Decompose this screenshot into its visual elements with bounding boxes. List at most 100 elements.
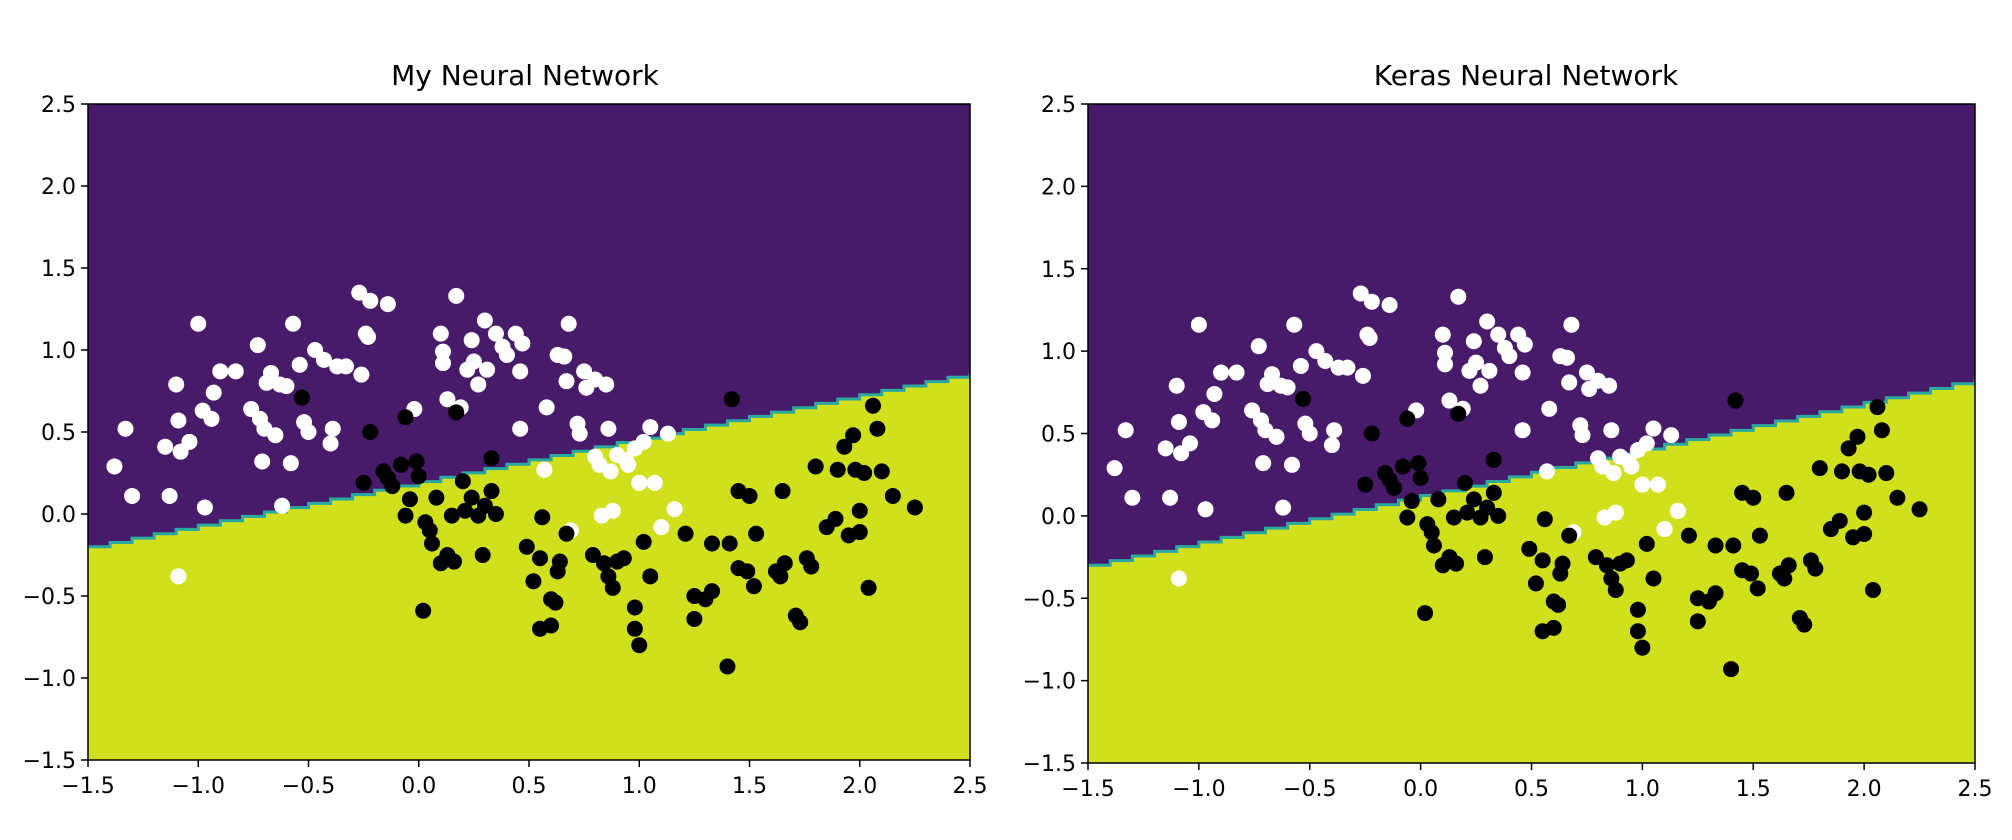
scatter-point [205,384,222,401]
scatter-point [1680,527,1697,544]
x-tick-label: 1.0 [622,774,657,799]
scatter-point [384,478,401,495]
scatter-point [518,538,535,555]
scatter-point [1323,437,1340,454]
scatter-point [1521,540,1538,557]
scatter-point [642,568,659,585]
scatter-point [181,433,198,450]
scatter-point [483,483,500,500]
scatter-point [1326,422,1343,439]
scatter-point [415,602,432,619]
scatter-point [1357,476,1374,493]
scatter-point [1725,537,1742,554]
scatter-point [408,453,425,470]
scatter-point [1168,377,1185,394]
scatter-point [1317,353,1334,370]
scatter-point [463,332,480,349]
scatter-point [856,465,873,481]
scatter-point [1554,555,1571,572]
scatter-point [836,438,853,455]
scatter-point [355,474,372,491]
y-tick-label: 0.0 [41,503,76,528]
y-tick-label: 1.5 [41,257,76,282]
y-tick-label: 0.5 [41,421,76,446]
scatter-point [487,325,504,342]
scatter-point [1399,509,1416,526]
scatter-point [282,455,299,472]
scatter-point [1727,392,1744,409]
scatter-point [1456,474,1473,491]
scatter-point [1539,463,1556,480]
scatter-point [293,389,310,406]
subplot-right: Keras Neural Network −1.5 −1.0 −0.5 0.0 0.5 1… [1023,59,1993,802]
scatter-point [1833,463,1850,480]
x-tick-label: 1.5 [732,774,767,799]
scatter-point [525,573,542,590]
scatter-point [1255,455,1272,472]
scatter-point [851,524,868,541]
scatter-point [723,391,740,408]
scatter-point [1476,549,1493,566]
x-tick-label: 0.5 [1514,777,1549,802]
scatter-point [249,337,266,354]
scatter-point [487,506,504,522]
scatter-point [741,487,758,504]
scatter-point [1264,366,1281,383]
scatter-point [470,376,487,393]
scatter-point [1268,428,1285,445]
scatter-point [600,420,617,437]
y-tick-label: 2.5 [41,93,76,118]
y-tick-label: −1.0 [1023,670,1076,695]
scatter-point [362,292,379,309]
scatter-point [543,617,560,634]
scatter-point [362,424,379,440]
scatter-point [1448,555,1465,572]
scatter-point [1707,585,1724,602]
scatter-point [1363,293,1380,310]
scatter-point [1170,413,1187,430]
scatter-point [1811,460,1828,477]
scatter-point [124,487,141,504]
y-tick-label: 2.0 [1041,175,1076,200]
scatter-point [1840,440,1857,457]
scatter-point [1689,613,1706,630]
scatter-point [845,427,862,444]
scatter-point [1117,422,1134,439]
scatter-point [704,535,721,552]
scatter-point [1284,456,1301,473]
scatter-point [604,502,621,519]
scatter-point [626,620,643,637]
scatter-point [161,487,178,504]
scatter-point [1574,427,1591,444]
scatter-point [1124,489,1141,506]
scatter-point [1663,427,1680,444]
scatter-point [1649,476,1666,493]
scatter-point [428,489,445,506]
scatter-point [598,376,615,393]
scatter-point [1228,364,1245,381]
y-tick-label: −1.5 [1023,752,1076,777]
scatter-point [1751,527,1768,544]
scatter-point [1545,619,1562,636]
scatter-point [1831,512,1848,529]
scatter-point [274,497,291,514]
scatter-point [704,583,721,600]
scatter-point [1361,329,1378,346]
scatter-point [864,397,881,414]
x-tick-label: −0.5 [282,774,335,799]
series-white [1106,285,1686,587]
scatter-point [1472,377,1489,394]
scatter-point [1410,455,1427,472]
x-tick-label: 2.0 [842,774,877,799]
scatter-point [1213,364,1230,381]
scatter-point [410,468,427,485]
scatter-point [1450,405,1467,422]
scatter-point [1776,570,1793,587]
scatter-point [646,474,663,491]
scatter-point [448,287,465,304]
scatter-point [1490,507,1507,524]
scatter-point [1778,484,1795,501]
scatter-point [401,491,418,508]
scatter-point [512,363,529,380]
